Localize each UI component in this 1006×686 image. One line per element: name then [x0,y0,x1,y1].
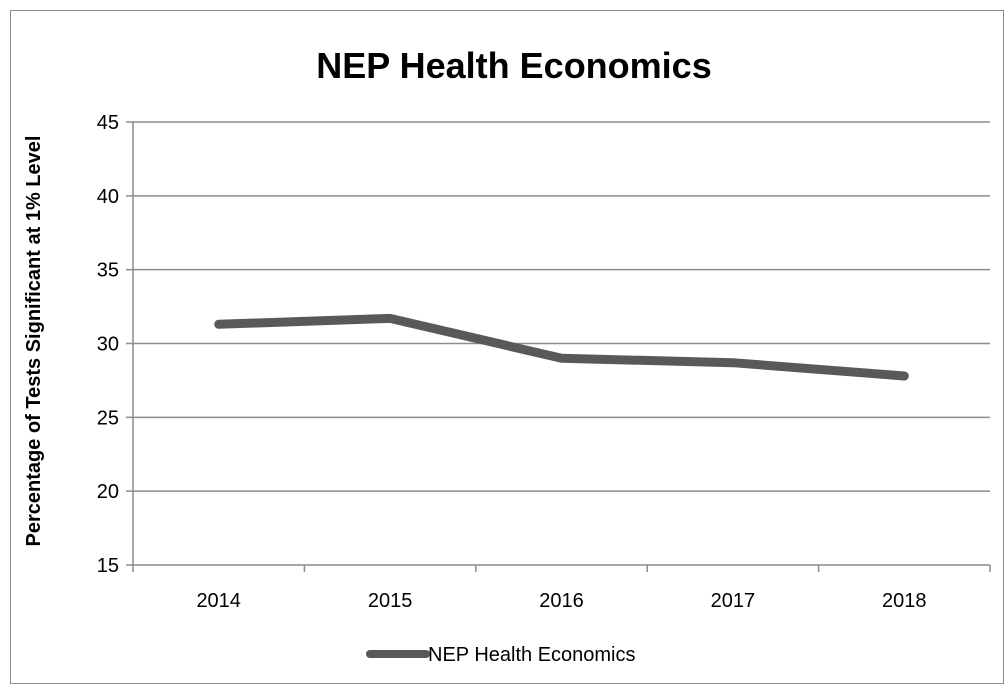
y-tick-label: 25 [97,407,119,429]
y-tick-label: 45 [97,112,119,134]
y-tick-label: 20 [97,481,119,503]
y-axis-label: Percentage of Tests Significant at 1% Le… [23,136,45,547]
x-tick-label: 2014 [196,590,241,612]
y-tick-label: 15 [97,555,119,577]
x-tick-label: 2016 [539,590,584,612]
axes [126,121,991,572]
y-tick-labels: 15 20 25 30 35 40 45 [97,112,119,577]
y-tick-label: 40 [97,186,119,208]
series-line [214,313,909,381]
x-tick-label: 2017 [711,590,756,612]
legend-label: NEP Health Economics [428,644,636,666]
series-lines [214,313,909,381]
chart-title: NEP Health Economics [316,45,711,86]
y-tick-label: 35 [97,260,119,282]
x-tick-label: 2018 [882,590,927,612]
legend: NEP Health Economics [366,644,636,666]
x-tick-labels: 2014 2015 2016 2017 2018 [196,590,926,612]
y-tick-label: 30 [97,334,119,356]
x-tick-label: 2015 [368,590,413,612]
gridlines [133,121,990,492]
